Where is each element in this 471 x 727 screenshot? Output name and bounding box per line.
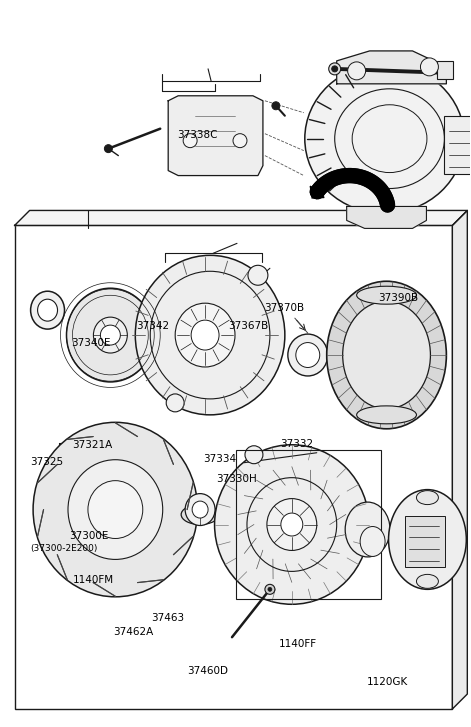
- Ellipse shape: [181, 505, 219, 524]
- Text: 37332: 37332: [280, 439, 313, 449]
- Ellipse shape: [267, 499, 317, 550]
- Ellipse shape: [416, 574, 439, 588]
- Text: 37300E: 37300E: [69, 531, 108, 542]
- Ellipse shape: [185, 494, 215, 526]
- Circle shape: [332, 66, 338, 72]
- Ellipse shape: [31, 292, 65, 329]
- Ellipse shape: [66, 288, 154, 382]
- Text: 37330H: 37330H: [217, 474, 257, 483]
- Ellipse shape: [360, 526, 385, 556]
- Circle shape: [268, 587, 272, 591]
- Polygon shape: [15, 210, 467, 225]
- Ellipse shape: [175, 303, 235, 367]
- Ellipse shape: [68, 459, 162, 559]
- Ellipse shape: [357, 286, 416, 304]
- Text: 37340E: 37340E: [71, 338, 110, 348]
- Bar: [406, 515, 446, 567]
- Text: 37338C: 37338C: [177, 129, 217, 140]
- Circle shape: [100, 325, 121, 345]
- Circle shape: [248, 265, 268, 285]
- Bar: [236, 450, 381, 599]
- Ellipse shape: [38, 300, 57, 321]
- Ellipse shape: [345, 502, 390, 557]
- Ellipse shape: [288, 334, 328, 376]
- Circle shape: [245, 446, 263, 464]
- Circle shape: [265, 585, 275, 594]
- Ellipse shape: [389, 489, 466, 590]
- Circle shape: [421, 58, 439, 76]
- Text: 1120GK: 1120GK: [367, 677, 408, 687]
- Ellipse shape: [343, 301, 430, 409]
- Ellipse shape: [305, 64, 464, 214]
- Polygon shape: [452, 210, 467, 709]
- Ellipse shape: [327, 281, 447, 429]
- Ellipse shape: [88, 481, 143, 539]
- Ellipse shape: [215, 445, 369, 604]
- Ellipse shape: [33, 422, 198, 597]
- Text: 37321A: 37321A: [72, 440, 113, 450]
- Ellipse shape: [296, 342, 320, 367]
- Ellipse shape: [416, 491, 439, 505]
- Text: (37300-2E200): (37300-2E200): [30, 544, 97, 553]
- Circle shape: [166, 394, 184, 412]
- Ellipse shape: [192, 501, 208, 518]
- Circle shape: [233, 134, 247, 148]
- Text: 37325: 37325: [30, 457, 63, 467]
- Circle shape: [183, 134, 197, 148]
- Circle shape: [272, 102, 280, 110]
- Ellipse shape: [281, 513, 303, 536]
- Ellipse shape: [191, 320, 219, 350]
- FancyArrow shape: [310, 186, 324, 198]
- Bar: [438, 61, 454, 79]
- Bar: [444, 116, 471, 174]
- Ellipse shape: [135, 255, 285, 415]
- Circle shape: [105, 145, 113, 153]
- Text: 37334: 37334: [203, 454, 236, 464]
- Bar: [15, 225, 452, 709]
- Text: 1140FF: 1140FF: [279, 639, 317, 649]
- Polygon shape: [337, 51, 447, 84]
- Polygon shape: [347, 206, 426, 228]
- Ellipse shape: [93, 317, 127, 353]
- Circle shape: [329, 63, 341, 75]
- Text: 37390B: 37390B: [379, 293, 419, 303]
- Polygon shape: [168, 96, 263, 175]
- Text: 37463: 37463: [152, 614, 185, 623]
- Ellipse shape: [357, 406, 416, 424]
- Circle shape: [348, 62, 365, 80]
- Text: 37460D: 37460D: [187, 666, 228, 676]
- Text: 37370B: 37370B: [264, 303, 304, 313]
- Text: 37462A: 37462A: [113, 627, 154, 637]
- Text: 37367B: 37367B: [228, 321, 268, 331]
- Text: 1140FM: 1140FM: [73, 575, 114, 585]
- Text: 37342: 37342: [136, 321, 169, 331]
